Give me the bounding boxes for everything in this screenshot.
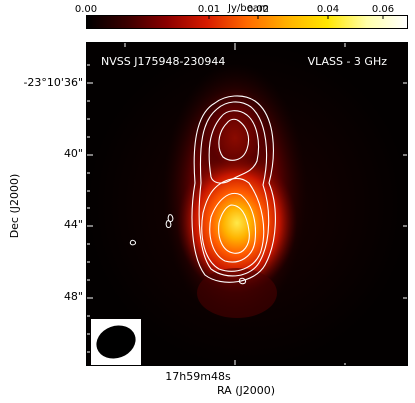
radio-image-panel: NVSS J175948-230944 VLASS - 3 GHz [86, 42, 408, 366]
colorbar-tick-label: 0.00 [74, 4, 98, 15]
colorbar-tick-label: 0.04 [316, 4, 340, 15]
colorbar-ticks [208, 15, 384, 19]
colorbar-tick-label: 0.01 [197, 4, 221, 15]
y-axis-title: Dec (J2000) [8, 173, 21, 239]
colorbar-unit-label: Jy/beam [228, 3, 269, 14]
beam-ellipse [96, 325, 136, 359]
colorbar-tick-label: 0.02 [246, 4, 270, 15]
radio-emission-map [87, 43, 407, 365]
source-name-label: NVSS J175948-230944 [101, 55, 226, 68]
bright-core [177, 153, 297, 293]
y-tick-label: 40" [63, 147, 83, 160]
x-tick-label: 17h59m48s [165, 370, 231, 383]
y-tick-label: -23°10'36" [23, 76, 83, 89]
survey-label: VLASS - 3 GHz [307, 55, 387, 68]
axis-ticks [87, 43, 407, 365]
stray-contours [129, 214, 246, 285]
contours [191, 95, 276, 283]
colorbar-tick-label: 0.06 [371, 4, 395, 15]
y-tick-label: 48" [63, 290, 83, 303]
y-tick-label: 44" [63, 218, 83, 231]
x-axis-title: RA (J2000) [216, 384, 276, 397]
colorbar-tick-labels: 0.00 0.01 0.02 0.04 0.06 [75, 0, 408, 15]
